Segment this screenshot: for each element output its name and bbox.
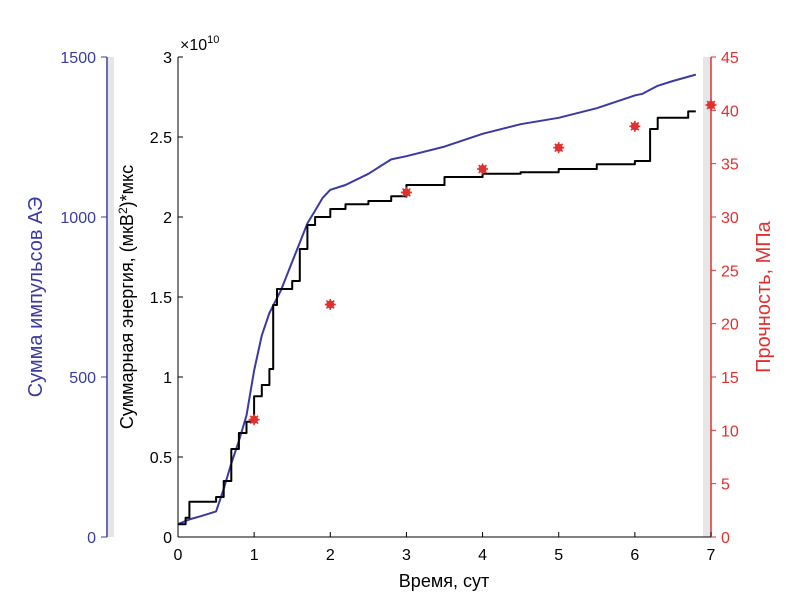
x-tick-label: 0 bbox=[174, 547, 183, 564]
strength-tick-label: 35 bbox=[721, 157, 739, 174]
pulses-series-line bbox=[177, 73, 697, 526]
strength-tick-label: 15 bbox=[721, 370, 739, 387]
energy-tick-label: 3 bbox=[163, 50, 172, 67]
strength-axis-label: Прочность, МПа bbox=[753, 220, 775, 372]
strength-point bbox=[705, 99, 717, 111]
strength-point bbox=[400, 186, 412, 198]
strength-tick-label: 20 bbox=[721, 317, 739, 334]
strength-tick-label: 0 bbox=[721, 530, 730, 547]
x-tick-label: 3 bbox=[402, 547, 411, 564]
pulses-tick-label: 1000 bbox=[60, 210, 96, 227]
pulses-axis-band bbox=[108, 57, 114, 537]
energy-axis-label-main: Суммарная энергия, (мкВ bbox=[117, 214, 137, 429]
energy-tick-label: 1.5 bbox=[150, 290, 172, 307]
strength-tick-label: 45 bbox=[721, 50, 739, 67]
energy-tick-label: 0.5 bbox=[150, 450, 172, 467]
strength-tick-label: 25 bbox=[721, 263, 739, 280]
strength-point bbox=[248, 414, 260, 426]
energy-axis-label-sup: 2 bbox=[116, 207, 130, 214]
energy-tick-label: 2 bbox=[163, 210, 172, 227]
energy-series-line bbox=[178, 110, 696, 526]
energy-axis-label-tail: )*мкс bbox=[117, 165, 137, 207]
strength-point bbox=[477, 163, 489, 175]
energy-multiplier: ×1010 bbox=[180, 34, 219, 54]
energy-tick-label: 0 bbox=[163, 530, 172, 547]
strength-tick-label: 30 bbox=[721, 210, 739, 227]
series-layer bbox=[177, 73, 717, 526]
ticks-layer: 0 1 2 3 4 5 6 705001000150000.511.522.530510152… bbox=[60, 50, 738, 564]
strength-axis-band bbox=[703, 57, 711, 537]
pulses-tick-label: 500 bbox=[69, 370, 96, 387]
pulses-tick-label: 0 bbox=[87, 530, 96, 547]
strength-point bbox=[553, 142, 565, 154]
energy-axis-label: Суммарная энергия, (мкВ2)*мкс bbox=[116, 165, 137, 429]
strength-tick-label: 10 bbox=[721, 423, 739, 440]
pulses-tick-label: 1500 bbox=[60, 50, 96, 67]
pulses-axis-label: Сумма импульсов АЭ bbox=[25, 197, 47, 398]
x-tick-label: 1 bbox=[250, 547, 259, 564]
energy-multiplier-base: ×10 bbox=[180, 37, 207, 54]
strength-tick-label: 40 bbox=[721, 103, 739, 120]
energy-tick-label: 1 bbox=[163, 370, 172, 387]
x-tick-label: 7 bbox=[707, 547, 716, 564]
x-axis-label: Время, сут bbox=[399, 571, 489, 591]
x-tick-label: 4 bbox=[478, 547, 487, 564]
strength-tick-label: 5 bbox=[721, 477, 730, 494]
strength-point bbox=[324, 298, 336, 310]
energy-multiplier-exp: 10 bbox=[207, 34, 219, 46]
energy-tick-label: 2.5 bbox=[150, 130, 172, 147]
x-tick-label: 5 bbox=[554, 547, 563, 564]
x-tick-label: 6 bbox=[630, 547, 639, 564]
strength-point bbox=[629, 120, 641, 132]
x-tick-label: 2 bbox=[326, 547, 335, 564]
